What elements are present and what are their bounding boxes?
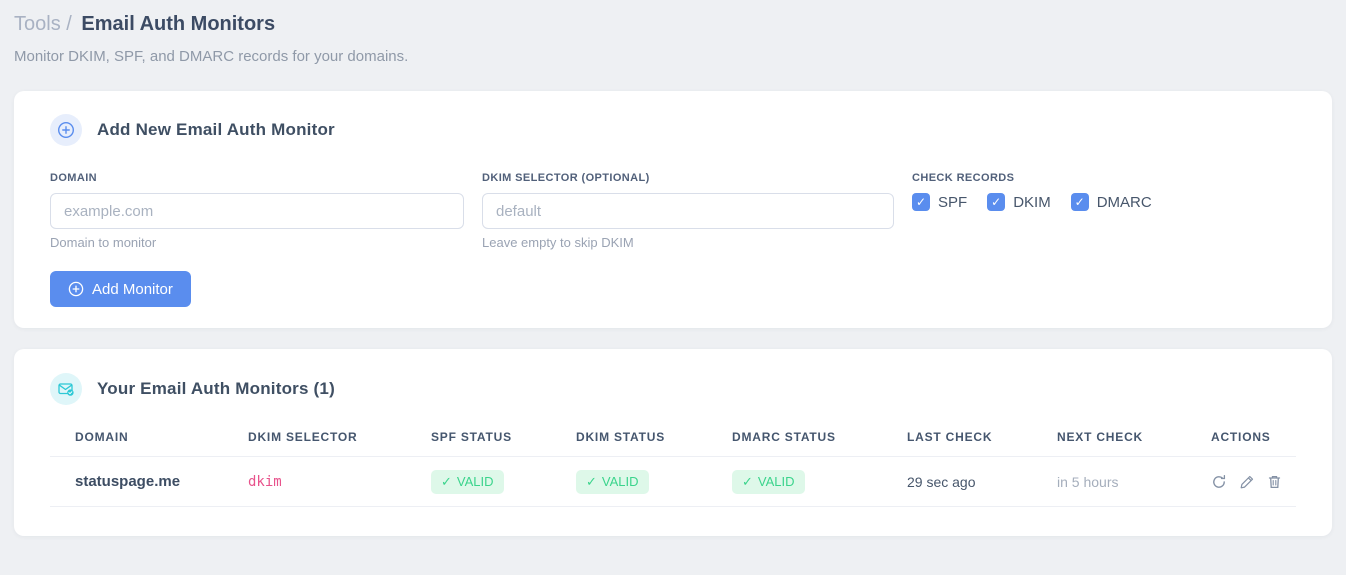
add-monitor-card-header: Add New Email Auth Monitor: [50, 114, 1296, 146]
dkim-selector-field-hint: Leave empty to skip DKIM: [482, 235, 634, 250]
checkbox-dmarc[interactable]: ✓ DMARC: [1070, 193, 1152, 211]
breadcrumb: Tools / Email Auth Monitors: [14, 12, 1332, 36]
checkbox-dkim-label: DKIM: [1013, 193, 1051, 211]
checkbox-spf-label: SPF: [938, 193, 968, 211]
monitor-next-check: in 5 hours: [1032, 456, 1186, 507]
add-monitor-button[interactable]: Add Monitor: [50, 271, 191, 307]
domain-field-group: DOMAIN Domain to monitor: [50, 172, 464, 250]
circle-plus-icon: [68, 281, 84, 297]
checkbox-spf[interactable]: ✓ SPF: [912, 193, 967, 211]
status-badge: ✓ VALID: [732, 469, 805, 494]
status-badge: ✓ VALID: [431, 469, 504, 494]
checkbox-dmarc-label: DMARC: [1096, 193, 1152, 211]
page-header: Tools / Email Auth Monitors Monitor DKIM…: [14, 0, 1332, 65]
monitors-card: Your Email Auth Monitors (1) DOMAIN DKIM…: [14, 349, 1332, 536]
domain-field-hint: Domain to monitor: [50, 235, 157, 250]
breadcrumb-tools-link[interactable]: Tools: [14, 13, 61, 35]
check-icon: ✓: [742, 473, 753, 489]
column-header-spf-status: SPF STATUS: [406, 406, 551, 457]
status-badge-label: VALID: [757, 474, 795, 489]
check-records-label: CHECK RECORDS: [912, 172, 1015, 184]
monitor-domain: statuspage.me: [50, 456, 223, 507]
check-records-options: ✓ SPF ✓ DKIM ✓ DMARC: [912, 193, 1296, 211]
table-header-row: DOMAIN DKIM SELECTOR SPF STATUS DKIM STA…: [50, 406, 1296, 457]
row-actions: [1211, 474, 1296, 490]
monitors-card-header: Your Email Auth Monitors (1): [50, 373, 1296, 405]
column-header-dmarc-status: DMARC STATUS: [707, 406, 882, 457]
monitor-spf-status-cell: ✓ VALID: [406, 456, 551, 507]
refresh-icon[interactable]: [1211, 474, 1227, 490]
checkbox-dkim[interactable]: ✓ DKIM: [987, 193, 1051, 211]
checkbox-checked-icon[interactable]: ✓: [1070, 193, 1089, 211]
page-root: Tools / Email Auth Monitors Monitor DKIM…: [14, 0, 1332, 536]
column-header-actions: ACTIONS: [1186, 406, 1296, 457]
page-subtitle: Monitor DKIM, SPF, and DMARC records for…: [14, 48, 409, 65]
dkim-selector-field-group: DKIM SELECTOR (OPTIONAL) Leave empty to …: [482, 172, 894, 250]
envelope-check-icon: [50, 373, 82, 405]
monitors-table: DOMAIN DKIM SELECTOR SPF STATUS DKIM STA…: [50, 406, 1296, 507]
monitors-card-title: Your Email Auth Monitors (1): [97, 379, 335, 398]
add-monitor-card-title: Add New Email Auth Monitor: [97, 120, 335, 139]
checkbox-checked-icon[interactable]: ✓: [912, 193, 930, 211]
circle-plus-icon: [50, 114, 82, 146]
monitor-actions-cell: [1186, 456, 1296, 507]
breadcrumb-separator: /: [66, 13, 72, 35]
domain-input[interactable]: [50, 193, 464, 229]
monitor-dmarc-status-cell: ✓ VALID: [707, 456, 882, 507]
column-header-domain: DOMAIN: [50, 406, 223, 457]
checkbox-checked-icon[interactable]: ✓: [987, 193, 1006, 211]
add-monitor-form: DOMAIN Domain to monitor DKIM SELECTOR (…: [50, 172, 1296, 250]
dkim-selector-input[interactable]: [482, 193, 894, 229]
column-header-dkim-selector: DKIM SELECTOR: [223, 406, 406, 457]
monitor-last-check: 29 sec ago: [882, 456, 1032, 507]
page-title: Email Auth Monitors: [81, 13, 276, 35]
dkim-selector-field-label: DKIM SELECTOR (OPTIONAL): [482, 172, 650, 184]
delete-icon[interactable]: [1267, 474, 1282, 490]
table-row: statuspage.me dkim ✓ VALID ✓ VALID: [50, 456, 1296, 507]
status-badge: ✓ VALID: [576, 469, 649, 494]
add-monitor-button-label: Add Monitor: [92, 280, 173, 298]
column-header-next-check: NEXT CHECK: [1032, 406, 1186, 457]
check-records-group: CHECK RECORDS ✓ SPF ✓ DKIM ✓ DMARC: [912, 172, 1296, 250]
check-icon: ✓: [441, 473, 452, 489]
column-header-dkim-status: DKIM STATUS: [551, 406, 707, 457]
monitor-dkim-selector: dkim: [223, 456, 406, 507]
check-icon: ✓: [586, 473, 597, 489]
monitor-dkim-status-cell: ✓ VALID: [551, 456, 707, 507]
status-badge-label: VALID: [601, 474, 639, 489]
status-badge-label: VALID: [456, 474, 494, 489]
add-monitor-card: Add New Email Auth Monitor DOMAIN Domain…: [14, 91, 1332, 328]
edit-icon[interactable]: [1239, 474, 1255, 490]
domain-field-label: DOMAIN: [50, 172, 98, 184]
column-header-last-check: LAST CHECK: [882, 406, 1032, 457]
